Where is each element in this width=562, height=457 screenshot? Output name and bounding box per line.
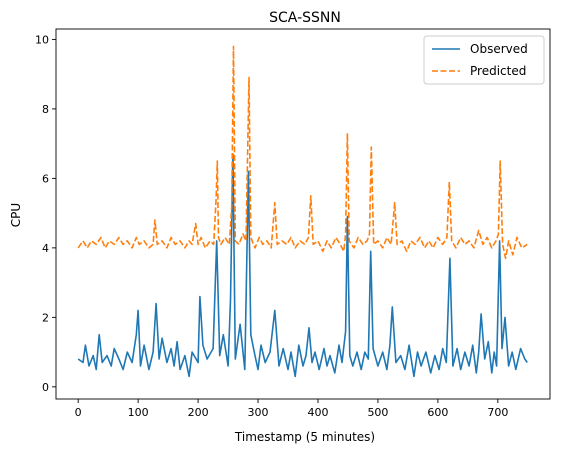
- x-tick-label: 400: [307, 406, 328, 419]
- plot-area: [77, 45, 528, 378]
- y-tick-label: 2: [42, 311, 49, 324]
- series-group: [77, 45, 528, 378]
- series-line-observed: [77, 153, 528, 378]
- x-tick-label: 500: [367, 406, 388, 419]
- x-tick-label: 0: [75, 406, 82, 419]
- y-tick-label: 10: [35, 33, 49, 46]
- x-tick-label: 300: [248, 406, 269, 419]
- legend-box: [423, 35, 545, 85]
- plot-frame: [55, 28, 551, 400]
- x-tick-label: 700: [487, 406, 508, 419]
- x-tick-label: 100: [128, 406, 149, 419]
- y-tick-label: 6: [42, 172, 49, 185]
- series-line-predicted: [77, 45, 528, 260]
- y-tick-label: 0: [42, 381, 49, 394]
- x-axis-label: Timestamp (5 minutes): [234, 430, 375, 444]
- y-axis-label: CPU: [9, 203, 23, 227]
- x-tick-label: 200: [188, 406, 209, 419]
- chart-title: SCA-SSNN: [269, 10, 341, 26]
- axes: 0 100 200 300 400 500 600 700 0 2 4 6 8 10: [35, 28, 551, 419]
- legend: Observed Predicted: [423, 35, 545, 85]
- legend-label-observed: Observed: [470, 42, 528, 56]
- y-tick-label: 4: [42, 242, 49, 255]
- y-tick-label: 8: [42, 103, 49, 116]
- legend-label-predicted: Predicted: [470, 64, 526, 78]
- x-tick-label: 600: [427, 406, 448, 419]
